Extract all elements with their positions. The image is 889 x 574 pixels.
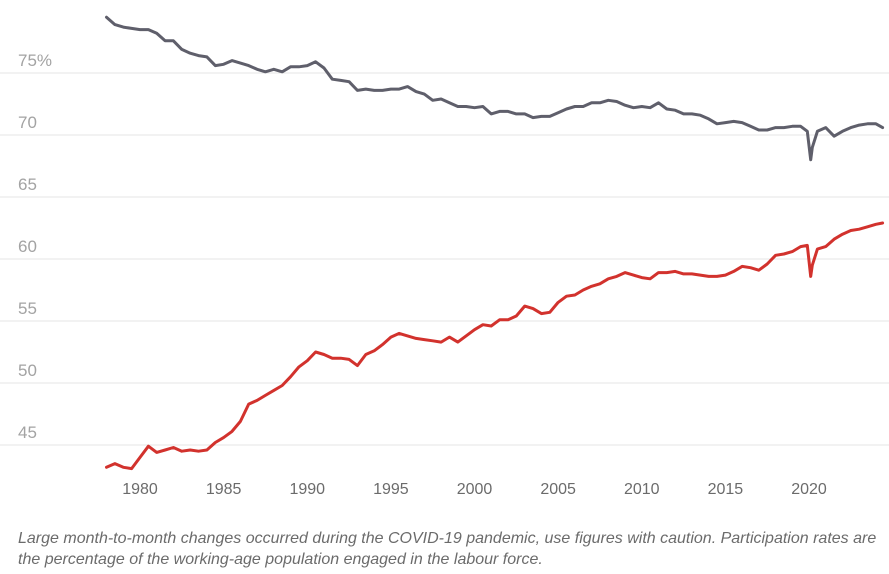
x-tick-label: 1990	[289, 481, 325, 498]
x-tick-label: 2005	[540, 481, 576, 498]
x-tick-label: 2015	[708, 481, 744, 498]
x-tick-label: 1980	[122, 481, 158, 498]
y-axis-tick-labels: 45 50 55 60 65 70 75%	[18, 51, 52, 442]
y-tick-label: 50	[18, 361, 37, 380]
x-tick-label: 2010	[624, 481, 660, 498]
x-tick-label: 1995	[373, 481, 409, 498]
x-axis-tick-labels: 1980 1985 1990 1995 2000 2005 2010 2015 2020	[122, 481, 827, 498]
x-tick-label: 2000	[457, 481, 493, 498]
series-line-1	[105, 15, 885, 162]
y-tick-label: 65	[18, 175, 37, 194]
y-tick-label: 70	[18, 113, 37, 132]
chart-footnote: Large month-to-month changes occurred du…	[18, 530, 877, 568]
y-tick-label: 75%	[18, 51, 52, 70]
x-tick-label: 1985	[206, 481, 242, 498]
y-tick-label: 45	[18, 423, 37, 442]
y-tick-label: 55	[18, 299, 37, 318]
gridlines	[0, 72, 889, 446]
series-line-2	[105, 221, 885, 471]
line-chart: 45 50 55 60 65 70 75% 1980 1985 1990 1995 2000 2005…	[0, 15, 889, 498]
x-tick-label: 2020	[791, 481, 827, 498]
data-series	[105, 15, 885, 471]
y-tick-label: 60	[18, 237, 37, 256]
